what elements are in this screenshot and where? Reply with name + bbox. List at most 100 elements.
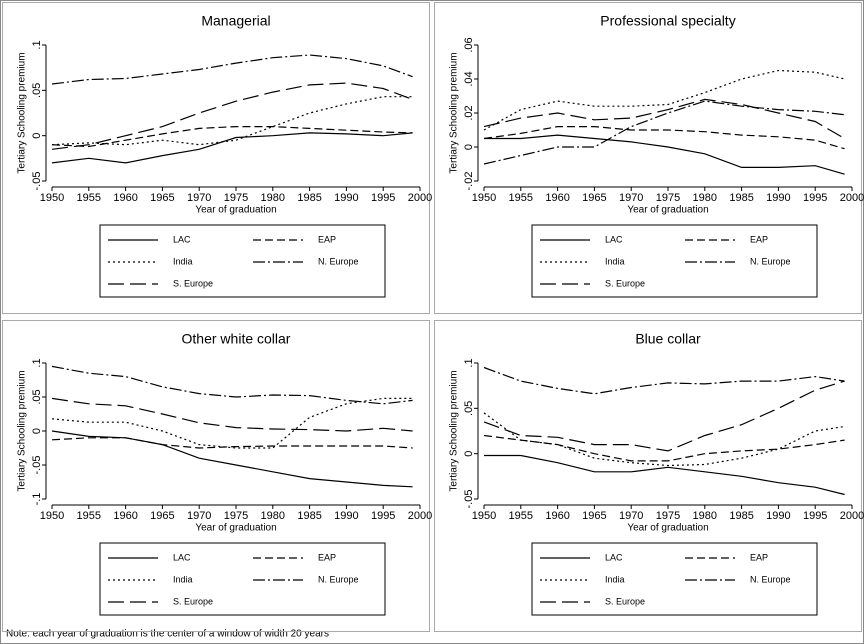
panel-frame: [2, 320, 430, 632]
y-tick-label: -.1: [31, 493, 43, 506]
series-line: [483, 100, 845, 165]
x-axis-label: Year of graduation: [195, 205, 276, 216]
legend-label: S. Europe: [173, 278, 213, 288]
y-axis-label: Tertiary Schooling premium: [17, 52, 28, 173]
panel: -.05 0 .05 .1 1950 1955 1960 1965 1970 1975 1980 19…: [449, 331, 864, 616]
y-tick-label: .1: [463, 358, 475, 367]
series-line: [483, 366, 845, 395]
x-tick-label: 1995: [371, 510, 395, 522]
legend-label: S. Europe: [605, 596, 645, 606]
chart-title: Professional specialty: [600, 13, 735, 29]
note: Note: each year of graduation is the cen…: [6, 629, 329, 640]
x-axis-label: Year of graduation: [627, 523, 708, 534]
series-line: [51, 437, 413, 449]
y-tick-label: .1: [31, 40, 43, 49]
series-line: [483, 380, 845, 452]
legend-label: LAC: [605, 234, 623, 244]
chart-title: Managerial: [201, 13, 270, 29]
series-line: [484, 454, 845, 496]
y-axis-label: Tertiary Schooling premium: [17, 370, 28, 491]
legend-label: S. Europe: [173, 596, 213, 606]
legend-label: EAP: [750, 234, 768, 244]
x-tick-label: 1950: [472, 192, 496, 204]
x-tick-label: 1995: [803, 510, 827, 522]
x-tick-label: 1955: [77, 192, 101, 204]
x-tick-label: 1960: [113, 192, 137, 204]
x-tick-label: 1970: [619, 510, 643, 522]
x-tick-label: 1960: [545, 510, 569, 522]
x-tick-label: 1965: [582, 510, 606, 522]
x-tick-label: 1970: [187, 510, 211, 522]
series-line: [51, 365, 413, 405]
y-tick-label: .05: [31, 389, 43, 404]
legend-label: India: [605, 574, 625, 584]
panel-frame: [434, 320, 862, 632]
y-tick-label: 0: [463, 144, 475, 150]
x-tick-label: 1950: [40, 510, 64, 522]
legend-label: India: [173, 256, 193, 266]
legend-label: India: [605, 256, 625, 266]
legend-label: N. Europe: [318, 256, 359, 266]
x-tick-label: 1990: [766, 192, 790, 204]
y-tick-label: -.02: [463, 172, 475, 191]
x-tick-label: 1985: [297, 510, 321, 522]
series-line: [51, 397, 413, 449]
series-line: [51, 397, 413, 432]
series-line: [51, 126, 413, 148]
series-line: [483, 412, 845, 467]
chart-title: Other white collar: [182, 331, 291, 347]
x-tick-label: 2000: [408, 192, 432, 204]
x-tick-label: 1955: [509, 192, 533, 204]
y-tick-label: 0: [463, 451, 475, 457]
legend-box: [531, 542, 818, 616]
x-tick-label: 1990: [334, 192, 358, 204]
x-tick-label: 1975: [224, 192, 248, 204]
x-tick-label: 2000: [840, 192, 864, 204]
series-line: [483, 98, 845, 140]
x-tick-label: 1975: [656, 192, 680, 204]
y-tick-label: .05: [31, 83, 43, 98]
legend-label: LAC: [173, 552, 191, 562]
series-line: [483, 69, 845, 131]
legend-box: [99, 542, 386, 616]
y-tick-label: 0: [31, 428, 43, 434]
legend-box: [531, 224, 818, 298]
x-tick-label: 1980: [261, 510, 285, 522]
series-line: [51, 96, 413, 146]
y-tick-label: .05: [463, 401, 475, 416]
x-axis-label: Year of graduation: [627, 205, 708, 216]
x-tick-label: 1970: [619, 192, 643, 204]
x-tick-label: 1985: [729, 510, 753, 522]
legend-label: EAP: [750, 552, 768, 562]
y-tick-label: -.05: [31, 456, 43, 475]
series-line: [51, 132, 413, 164]
legend-label: S. Europe: [605, 278, 645, 288]
x-tick-label: 1960: [545, 192, 569, 204]
x-tick-label: 1965: [582, 192, 606, 204]
x-tick-label: 1980: [693, 510, 717, 522]
legend-label: LAC: [173, 234, 191, 244]
x-tick-label: 1990: [766, 510, 790, 522]
y-axis-label: Tertiary Schooling premium: [449, 370, 460, 491]
x-tick-label: 1995: [803, 192, 827, 204]
panel-frame: [434, 2, 862, 314]
legend-label: LAC: [605, 552, 623, 562]
legend-label: N. Europe: [750, 256, 791, 266]
x-tick-label: 1965: [150, 510, 174, 522]
legend-box: [99, 224, 386, 298]
x-tick-label: 1975: [224, 510, 248, 522]
x-tick-label: 1975: [656, 510, 680, 522]
y-tick-label: .06: [463, 37, 475, 52]
x-tick-label: 1985: [729, 192, 753, 204]
x-axis-label: Year of graduation: [195, 523, 276, 534]
y-tick-label: .04: [463, 71, 475, 86]
panel: -.05 0 .05 .1 1950 1955 1960 1965 1970 1975 1980 19…: [17, 13, 432, 298]
x-tick-label: 1950: [40, 192, 64, 204]
y-tick-label: -.05: [31, 172, 43, 191]
legend-label: India: [173, 574, 193, 584]
series-line: [51, 82, 413, 150]
x-tick-label: 1980: [261, 192, 285, 204]
legend-label: N. Europe: [318, 574, 359, 584]
